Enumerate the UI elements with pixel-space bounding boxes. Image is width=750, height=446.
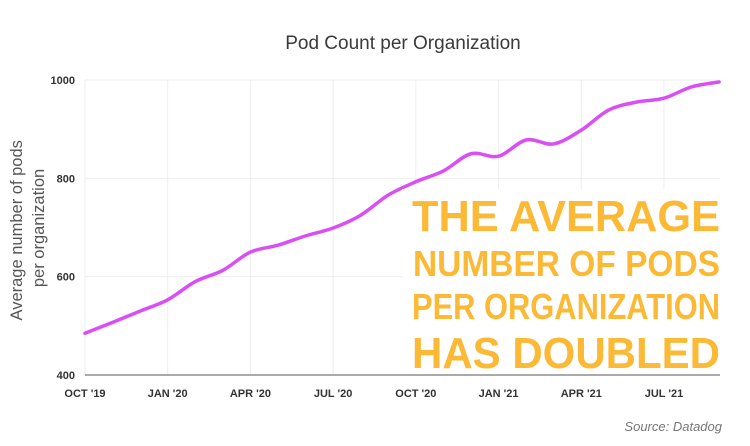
annotation-line-4: HAS DOUBLED: [412, 329, 720, 378]
x-axis: OCT '19 JAN '20 APR '20 JUL '20 OCT '20 JAN '…: [64, 388, 683, 400]
series-line: [83, 80, 721, 335]
annotation: THE AVERAGE NUMBER OF PODS PER ORGANIZAT…: [402, 189, 728, 378]
y-tick-label: 600: [57, 272, 75, 284]
annotation-line-1: THE AVERAGE: [412, 192, 720, 241]
annotation-line-2: NUMBER OF PODS: [413, 243, 720, 284]
x-tick-label: JUL '21: [645, 388, 684, 400]
annotation-line-3: PER ORGANIZATION: [412, 286, 720, 327]
x-tick-label: JUL '20: [314, 388, 353, 400]
annotation-background: [402, 189, 728, 374]
y-axis-label-line2: per organization: [30, 169, 48, 287]
x-tick-label: APR '20: [230, 388, 271, 400]
x-tick-label: APR '21: [561, 388, 602, 400]
source-note: Source: Datadog: [624, 419, 722, 434]
y-tick-label: 400: [57, 370, 75, 382]
y-axis-label-line1: Average number of pods: [8, 140, 26, 320]
x-tick-label: OCT '20: [395, 388, 436, 400]
y-tick-label: 800: [57, 173, 75, 185]
x-tick-label: JAN '20: [148, 388, 188, 400]
chart-title: Pod Count per Organization: [285, 33, 521, 54]
y-tick-label: 1000: [51, 75, 75, 87]
y-axis: 400 600 800 1000: [51, 75, 75, 382]
y-axis-label: Average number of pods per organization: [8, 136, 48, 321]
x-tick-label: OCT '19: [64, 388, 105, 400]
x-tick-label: JAN '21: [479, 388, 519, 400]
